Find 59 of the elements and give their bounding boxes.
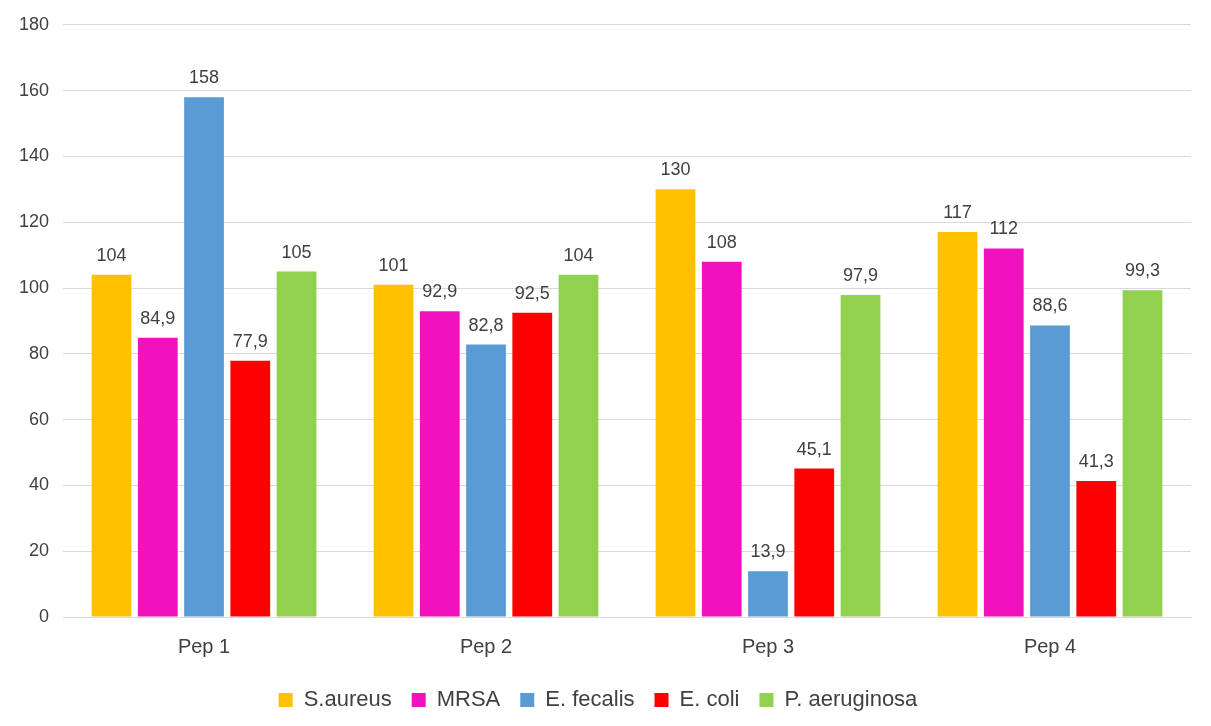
legend-label: E. fecalis: [545, 686, 635, 712]
y-tick-label: 20: [29, 540, 50, 561]
bar: [1030, 325, 1070, 617]
y-tick-label: 160: [18, 79, 50, 100]
y-tick-label: 0: [39, 605, 50, 626]
bar: [794, 468, 835, 617]
x-tick-label: Pep 4: [1023, 634, 1077, 657]
data-label: 92,5: [514, 282, 550, 303]
legend-label: MRSA: [436, 686, 501, 712]
y-tick-label: 40: [29, 474, 50, 495]
legend-label: S.aureus: [303, 686, 392, 712]
data-label: 82,8: [468, 314, 504, 335]
x-tick-label: Pep 1: [177, 634, 231, 657]
data-label: 104: [96, 244, 127, 265]
data-label: 112: [989, 218, 1019, 239]
bar: [1122, 290, 1163, 617]
bar: [748, 571, 788, 617]
bar: [466, 344, 506, 617]
data-label: 77,9: [232, 330, 268, 351]
bar: [91, 274, 132, 617]
data-label: 104: [563, 244, 594, 265]
y-tick-label: 180: [18, 13, 50, 34]
bar: [558, 274, 599, 617]
data-label: 158: [189, 67, 220, 88]
data-label: 92,9: [422, 281, 458, 302]
data-label: 88,6: [1032, 295, 1068, 316]
y-tick-label: 80: [29, 342, 50, 363]
bar: [419, 311, 460, 617]
data-label: 105: [281, 241, 312, 262]
y-tick-label: 100: [18, 276, 50, 297]
bar: [983, 248, 1024, 617]
data-label: 97,9: [842, 264, 879, 285]
data-label: 41,3: [1078, 451, 1114, 472]
data-label: 117: [943, 202, 972, 223]
bar: [512, 312, 553, 617]
x-tick-label: Pep 2: [459, 634, 513, 657]
data-label: 99,3: [1124, 260, 1161, 281]
data-label: 45,1: [796, 438, 832, 459]
bar: [373, 284, 414, 617]
bar: [701, 261, 742, 617]
bar: [937, 232, 978, 617]
data-label: 101: [378, 254, 409, 275]
bar: [276, 271, 317, 617]
y-tick-label: 60: [29, 408, 50, 429]
bar: [1076, 481, 1117, 617]
y-tick-label: 120: [18, 211, 50, 232]
data-label: 84,9: [140, 307, 176, 328]
bar: [655, 189, 696, 617]
data-label: 108: [706, 231, 737, 252]
x-tick-label: Pep 3: [741, 634, 795, 657]
y-tick-label: 140: [18, 145, 50, 166]
bar: [184, 97, 224, 617]
bar: [840, 294, 881, 617]
bar: [137, 337, 178, 617]
data-label: 130: [660, 159, 691, 180]
legend-label: E. coli: [679, 686, 740, 712]
legend-label: P. aeruginosa: [784, 686, 919, 712]
data-label: 13,9: [750, 541, 786, 562]
bar: [230, 360, 271, 617]
